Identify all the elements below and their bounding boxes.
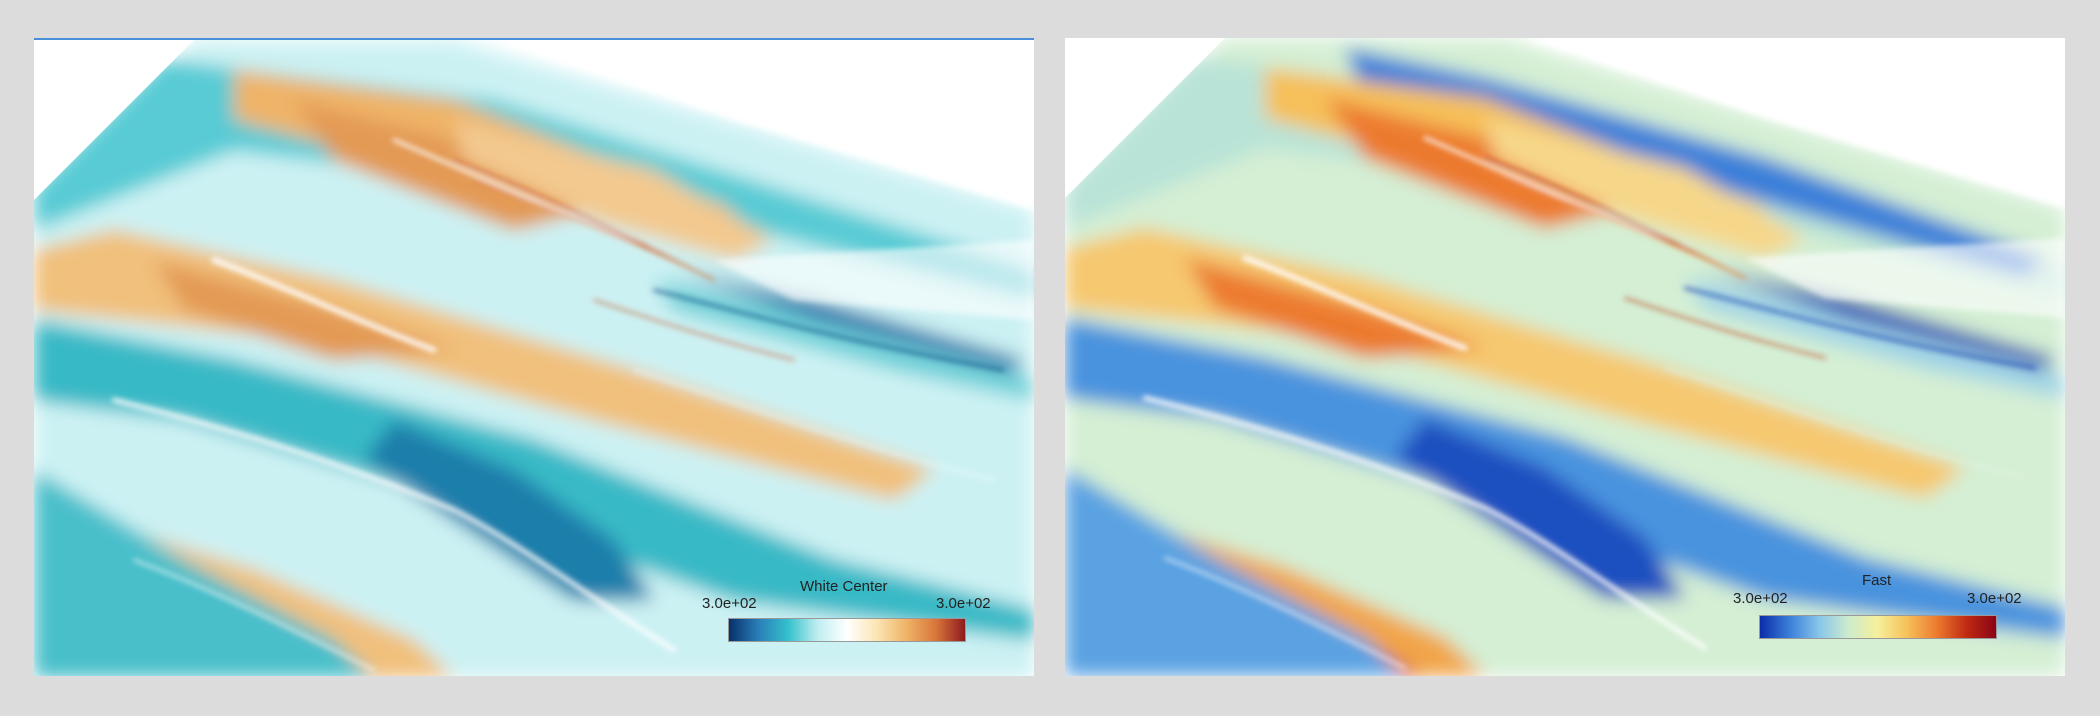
colorbar-min-label: 3.0e+02 — [1733, 590, 1788, 607]
streamline-render-right — [1065, 38, 2065, 676]
colorbar-title: White Center — [800, 578, 888, 595]
streamline-render-left — [34, 40, 1034, 676]
render-view-left[interactable]: White Center 3.0e+02 3.0e+02 — [34, 38, 1034, 676]
colorbar-max-label: 3.0e+02 — [936, 595, 991, 612]
colorbar-min-label: 3.0e+02 — [702, 595, 757, 612]
render-view-right[interactable]: Fast 3.0e+02 3.0e+02 — [1065, 38, 2065, 676]
colorbar — [1759, 615, 1997, 639]
colorbar-max-label: 3.0e+02 — [1967, 590, 2022, 607]
colorbar — [728, 618, 966, 642]
colorbar-title: Fast — [1862, 572, 1892, 589]
